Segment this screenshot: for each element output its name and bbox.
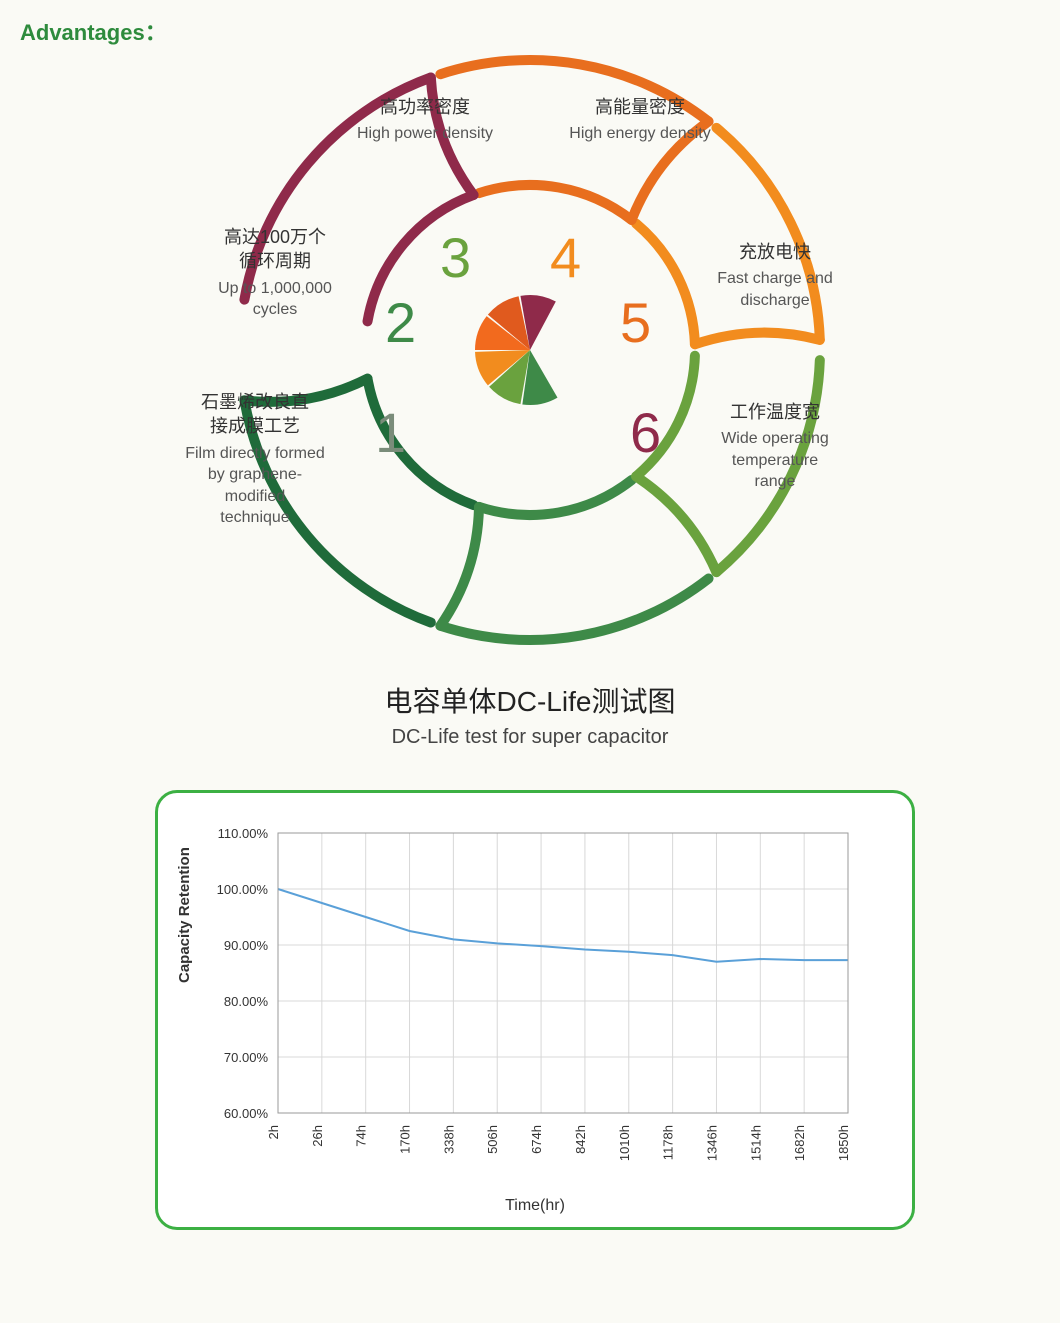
xtick-label: 26h [310, 1125, 325, 1147]
xtick-label: 74h [354, 1125, 369, 1147]
xtick-label: 674h [529, 1125, 544, 1154]
petal-label-cn: 高达100万个循环周期 [185, 225, 365, 274]
chart-title-cn: 电容单体DC-Life测试图 [0, 680, 1060, 720]
chart-title-block: 电容单体DC-Life测试图 DC-Life test for super ca… [0, 680, 1060, 749]
petal-label-cn: 高功率密度 [325, 95, 525, 119]
petal-label-en: Wide operatingtemperaturerange [685, 428, 865, 493]
petal-arc [479, 185, 632, 220]
ytick-label: 90.00% [224, 938, 269, 953]
line-chart-svg: 60.00% 70.00% 80.00% 90.00% 100.00% 110.00% 2h… [158, 793, 918, 1233]
ytick-label: 70.00% [224, 1050, 269, 1065]
xtick-label: 170h [398, 1125, 413, 1154]
petal-number: 5 [620, 290, 651, 355]
ytick-label: 110.00% [218, 826, 269, 841]
petal-label-cn: 高能量密度 [540, 95, 740, 119]
xtick-label: 842h [573, 1125, 588, 1154]
petal-label-en: High power density [325, 123, 525, 145]
petal-arc-cap [695, 333, 820, 345]
petal-label: 高能量密度 High energy density [540, 95, 740, 145]
ytick-label: 100.00% [217, 882, 269, 897]
petal-label-en: Fast charge anddischarge [685, 268, 865, 311]
chart-ylabel: Capacity Retention [176, 847, 193, 983]
advantages-infographic: 1 石墨烯改良直接成膜工艺Film directly formedby graph… [90, 30, 970, 650]
petal-label-cn: 工作温度宽 [685, 400, 865, 424]
petal-number: 2 [385, 290, 416, 355]
petal-label-cn: 充放电快 [685, 240, 865, 264]
petal-label-en: Film directly formedby graphene-modified… [155, 443, 355, 529]
plot-area [278, 833, 848, 1113]
line-chart-container: Capacity Retention 60.00% 70.00% 80.00% 90.… [155, 790, 915, 1230]
chart-xlabel: Time(hr) [158, 1197, 912, 1215]
petal-label: 充放电快 Fast charge anddischarge [685, 240, 865, 311]
petal-label-en: Up to 1,000,000cycles [185, 278, 365, 321]
petal-label: 高达100万个循环周期Up to 1,000,000cycles [185, 225, 365, 321]
petal-label: 工作温度宽 Wide operatingtemperaturerange [685, 400, 865, 493]
ytick-label: 80.00% [224, 994, 269, 1009]
ytick-label: 60.00% [224, 1106, 269, 1121]
petal-number: 4 [550, 225, 581, 290]
xtick-label: 1850h [836, 1125, 851, 1161]
chart-title-en: DC-Life test for super capacitor [0, 726, 1060, 749]
petal-label-cn: 石墨烯改良直接成膜工艺 [155, 390, 355, 439]
petal-number: 6 [630, 400, 661, 465]
petal-label: 石墨烯改良直接成膜工艺Film directly formedby graphe… [155, 390, 355, 529]
petal-arc-cap [440, 507, 479, 626]
petal-svg [90, 30, 970, 650]
xtick-label: 2h [266, 1125, 281, 1139]
petal-label-en: High energy density [540, 123, 740, 145]
petal-label: 高功率密度 High power density [325, 95, 525, 145]
xtick-label: 1010h [617, 1125, 632, 1161]
xtick-label: 1682h [792, 1125, 807, 1161]
xtick-label: 1178h [661, 1125, 676, 1160]
xtick-label: 506h [485, 1125, 500, 1154]
petal-arc [440, 579, 708, 640]
petal-arc [479, 480, 632, 515]
xtick-label: 1346h [704, 1125, 719, 1161]
xtick-label: 1514h [748, 1125, 763, 1161]
petal-number: 1 [375, 400, 406, 465]
petal-number: 3 [440, 225, 471, 290]
xtick-label: 338h [441, 1125, 456, 1154]
